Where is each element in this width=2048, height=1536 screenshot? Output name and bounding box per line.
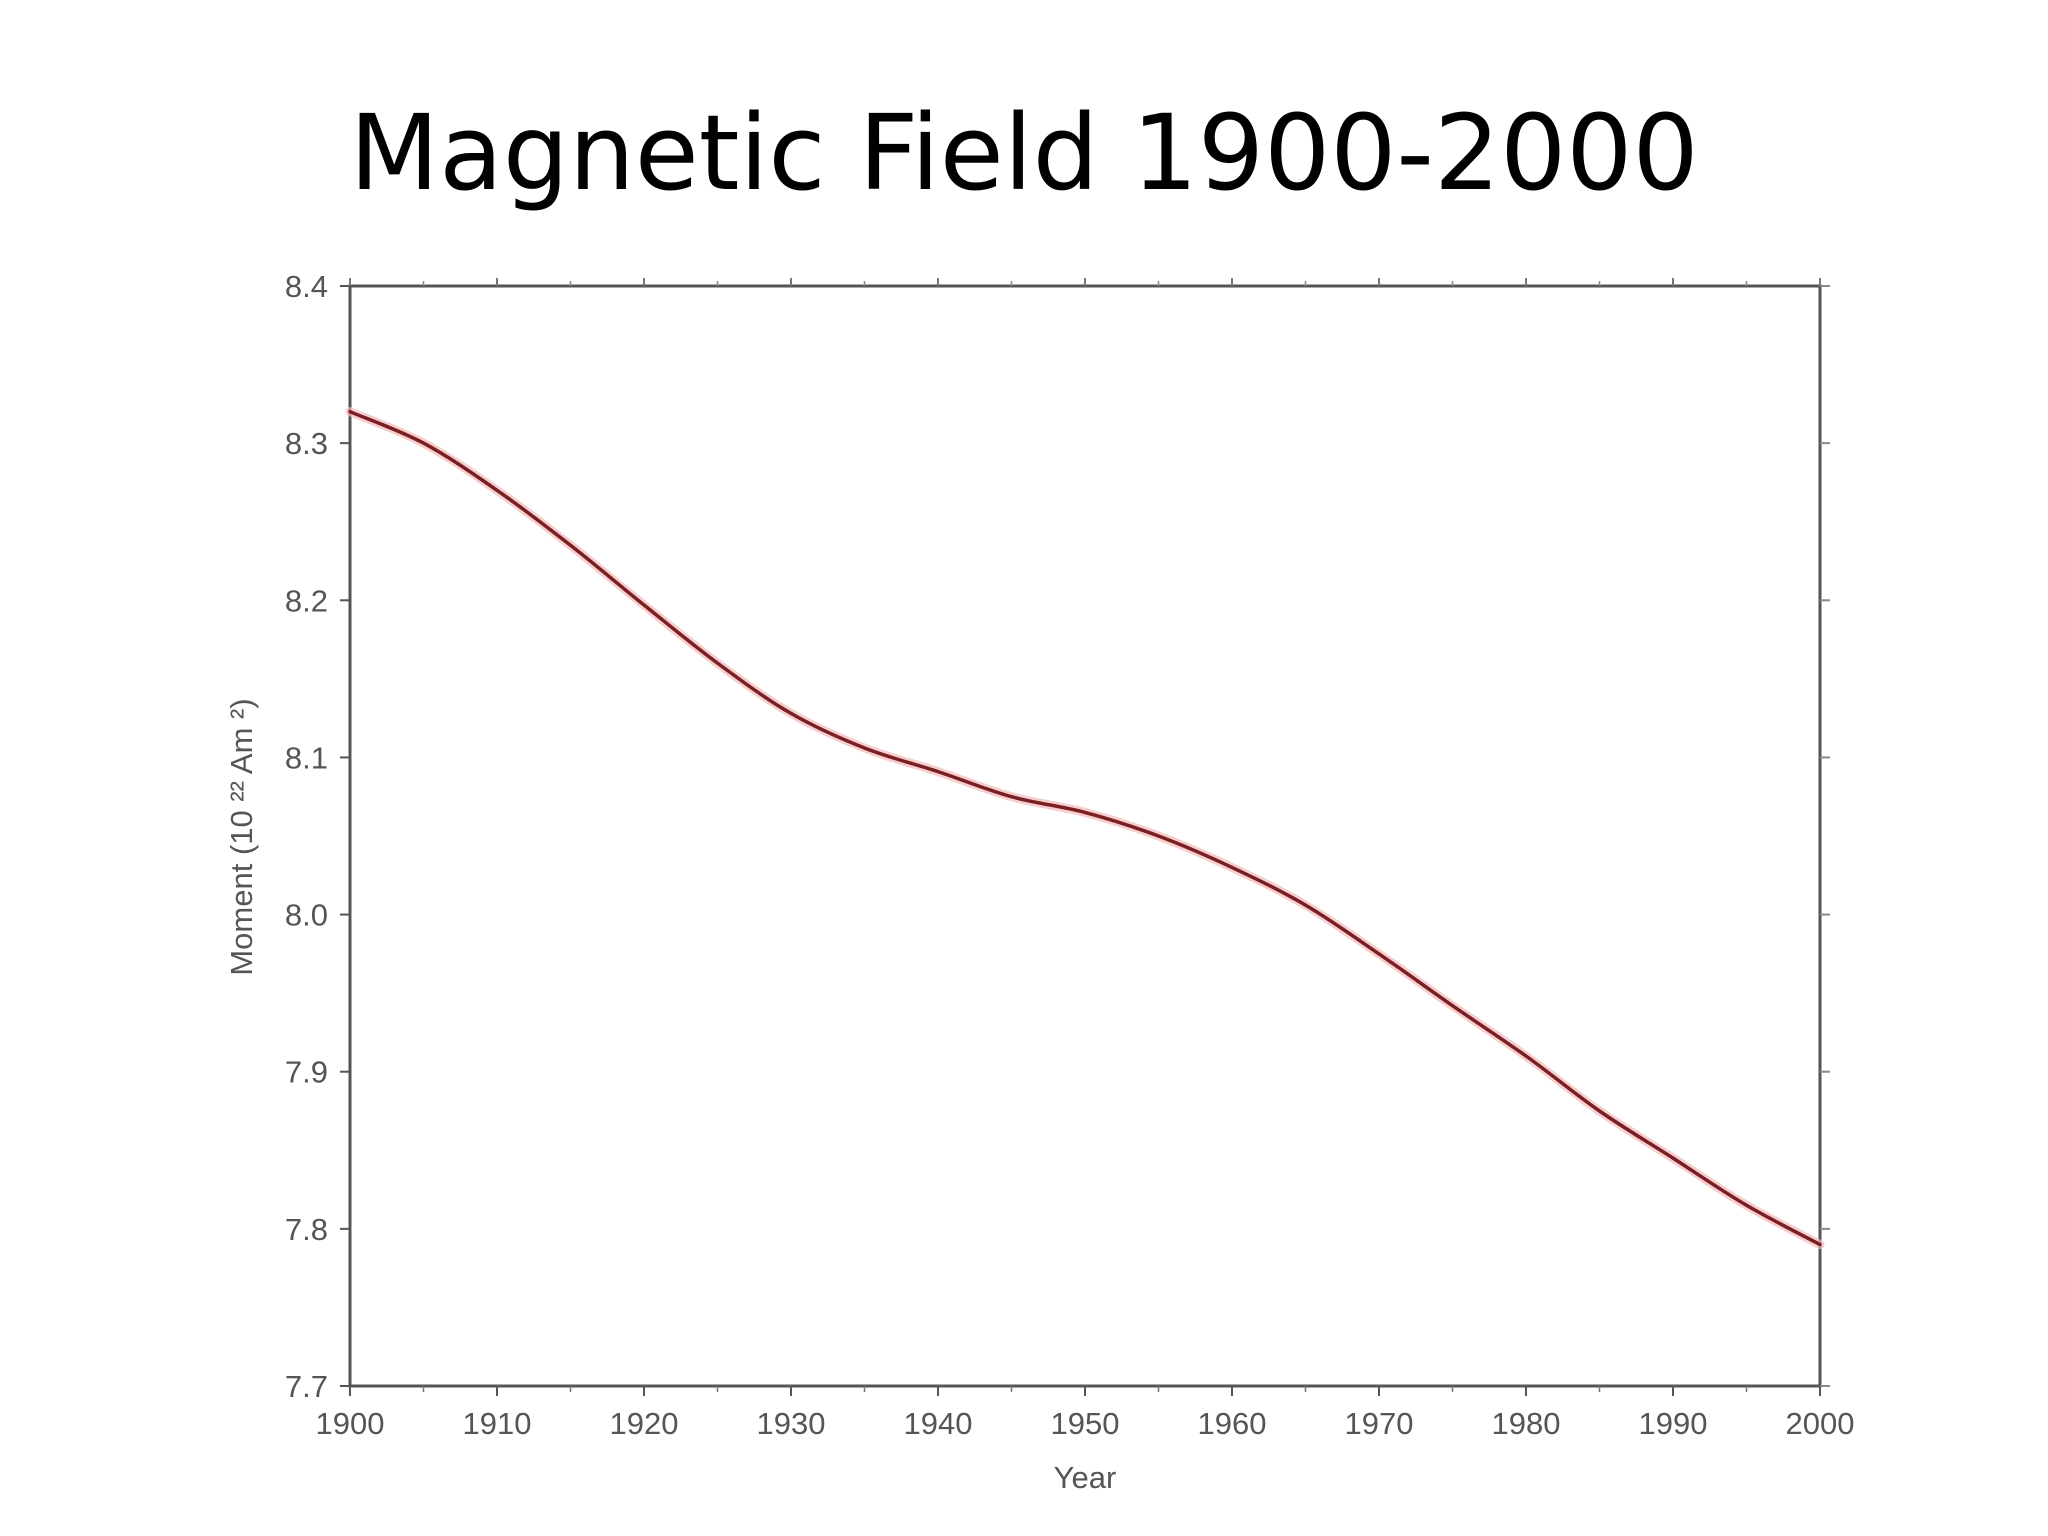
y-tick-label: 8.3 xyxy=(285,426,328,461)
y-tick-label: 7.8 xyxy=(285,1212,328,1247)
x-tick-label: 1970 xyxy=(1345,1406,1414,1441)
plot-frame xyxy=(348,284,1822,1388)
x-tick-label: 1930 xyxy=(757,1406,826,1441)
x-tick-label: 1960 xyxy=(1198,1406,1267,1441)
x-tick-label: 1940 xyxy=(904,1406,973,1441)
y-tick-label: 7.7 xyxy=(285,1369,328,1404)
x-tick-label: 1910 xyxy=(463,1406,532,1441)
y-tick-label: 8.4 xyxy=(285,269,328,304)
y-axis-label: Moment (10 ²² Am ²) xyxy=(224,698,259,975)
x-axis-label: Year xyxy=(1054,1460,1117,1495)
x-tick-label: 1920 xyxy=(610,1406,679,1441)
series-line xyxy=(348,409,1822,1247)
x-tick-label: 1950 xyxy=(1051,1406,1120,1441)
y-tick-label: 8.1 xyxy=(285,740,328,775)
slide-title: Magnetic Field 1900-2000 xyxy=(349,92,1699,214)
series-line-halo xyxy=(345,407,1825,1250)
x-tick-label: 1980 xyxy=(1492,1406,1561,1441)
y-tick-label: 7.9 xyxy=(285,1055,328,1090)
y-tick-label: 8.0 xyxy=(285,898,328,933)
x-tick-label: 1900 xyxy=(316,1406,385,1441)
x-tick-label: 1990 xyxy=(1639,1406,1708,1441)
x-tick-label: 2000 xyxy=(1786,1406,1855,1441)
y-tick-label: 8.2 xyxy=(285,583,328,618)
